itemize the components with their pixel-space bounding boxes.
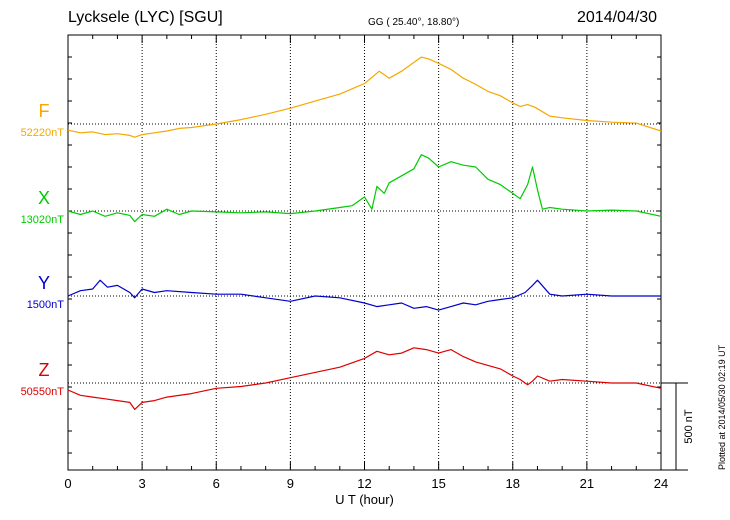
x-axis-label: U T (hour) <box>335 492 394 507</box>
series-baseline-z: 50550nT <box>21 386 65 398</box>
series-name-y: Y <box>38 273 50 293</box>
x-tick-label: 21 <box>580 476 594 491</box>
series-name-f: F <box>39 101 50 121</box>
x-tick-label: 18 <box>506 476 520 491</box>
series-line-f <box>67 56 662 138</box>
x-tick-label: 0 <box>64 476 71 491</box>
plotted-at-note: Plotted at 2014/05/30 02:19 UT <box>717 344 727 470</box>
series-line-z <box>67 347 662 410</box>
series-line-y <box>67 279 661 311</box>
x-tick-label: 12 <box>357 476 371 491</box>
x-tick-label: 6 <box>213 476 220 491</box>
geographic-coordinates: GG ( 25.40°, 18.80°) <box>368 17 460 28</box>
series-baseline-y: 1500nT <box>27 299 65 311</box>
x-tick-label: 24 <box>654 476 668 491</box>
station-title: Lycksele (LYC) [SGU] <box>68 9 223 26</box>
series-line-x <box>67 154 662 223</box>
scale-bar-label: 500 nT <box>683 409 695 444</box>
x-tick-label: 9 <box>287 476 294 491</box>
series-name-x: X <box>38 188 50 208</box>
x-tick-label: 3 <box>139 476 146 491</box>
plot-date: 2014/04/30 <box>577 9 658 26</box>
series-baseline-f: 52220nT <box>21 127 65 139</box>
x-tick-label: 15 <box>431 476 445 491</box>
series-baseline-x: 13020nT <box>21 214 65 226</box>
series-name-z: Z <box>39 360 50 380</box>
